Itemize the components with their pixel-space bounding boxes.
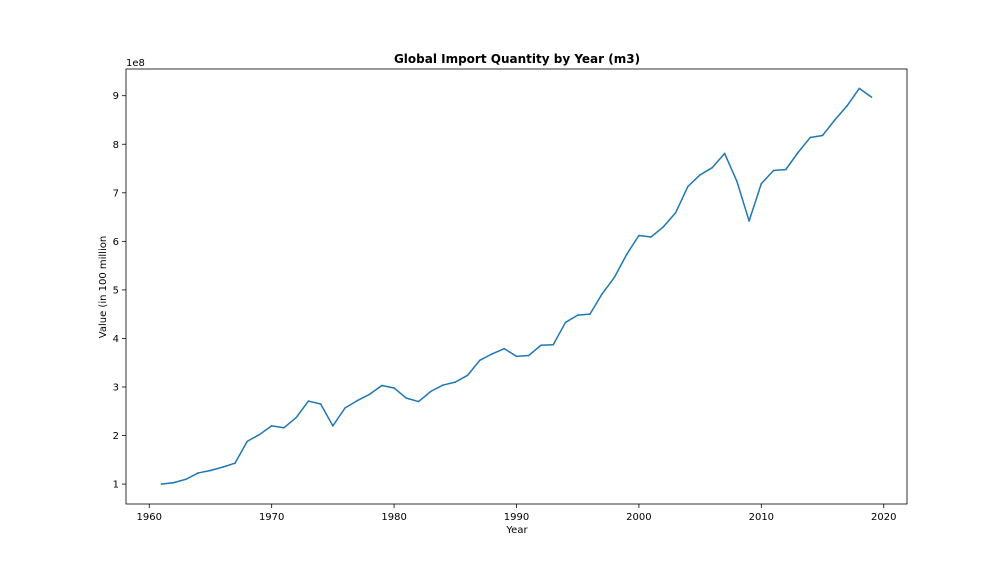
data-point xyxy=(736,180,738,182)
data-point xyxy=(332,425,334,427)
data-point xyxy=(564,321,567,324)
data-point xyxy=(356,399,359,402)
data-point xyxy=(221,466,224,468)
data-point xyxy=(552,343,555,346)
x-tick-label: 1990 xyxy=(504,512,529,523)
y-tick-label: 3 xyxy=(113,382,119,393)
data-point xyxy=(821,134,824,137)
y-offset-label: 1e8 xyxy=(126,58,145,69)
data-point xyxy=(858,87,861,90)
data-point xyxy=(430,390,432,393)
x-axis-label: Year xyxy=(505,525,528,536)
x-tick-label: 2020 xyxy=(871,512,896,523)
data-point xyxy=(258,433,261,436)
data-point xyxy=(674,211,677,214)
data-point xyxy=(246,440,248,443)
data-point xyxy=(687,185,689,188)
data-point xyxy=(797,151,799,154)
data-point xyxy=(613,276,616,279)
data-point xyxy=(197,472,200,474)
x-axis-ticks: 1960 1970 1980 1990 2000 2010 2020 xyxy=(137,504,896,523)
y-tick-label: 5 xyxy=(113,285,119,296)
data-point xyxy=(344,407,346,409)
data-point xyxy=(760,182,763,185)
data-point xyxy=(160,483,163,485)
data-point xyxy=(576,314,579,316)
data-point xyxy=(454,381,457,383)
data-point xyxy=(870,96,873,98)
data-point xyxy=(601,292,603,295)
data-point xyxy=(234,462,236,465)
y-tick-label: 7 xyxy=(113,188,119,199)
plot-area-frame xyxy=(125,68,908,505)
data-point xyxy=(283,426,285,429)
y-tick-label: 1 xyxy=(113,480,119,491)
data-point xyxy=(466,374,469,377)
data-point xyxy=(785,168,787,171)
data-point xyxy=(589,313,591,315)
x-tick-label: 1970 xyxy=(259,512,284,523)
y-axis-label: Value (in 100 million xyxy=(98,236,109,338)
y-tick-label: 6 xyxy=(113,237,119,248)
x-tick-label: 2010 xyxy=(749,512,774,523)
data-point xyxy=(772,169,775,172)
data-point xyxy=(307,400,310,402)
data-point xyxy=(723,152,726,155)
chart-title: Global Import Quantity by Year (m3) xyxy=(394,52,640,66)
data-point xyxy=(662,225,665,228)
data-point xyxy=(442,384,444,386)
data-point xyxy=(833,119,836,121)
data-point xyxy=(172,481,175,484)
x-tick-label: 1960 xyxy=(137,512,162,523)
data-point xyxy=(809,136,812,139)
data-points xyxy=(160,87,873,485)
data-point xyxy=(711,166,714,169)
y-axis-ticks: 1 2 3 4 5 6 7 8 9 xyxy=(113,91,126,491)
data-point xyxy=(625,253,628,256)
y-tick-label: 4 xyxy=(113,334,119,345)
data-point xyxy=(417,400,420,403)
data-point xyxy=(540,344,542,347)
data-point xyxy=(270,425,273,427)
data-point xyxy=(405,397,408,399)
data-point xyxy=(295,416,297,419)
data-point xyxy=(319,403,322,405)
y-tick-label: 8 xyxy=(113,140,119,151)
series-line xyxy=(161,87,872,485)
y-tick-label: 2 xyxy=(113,431,119,442)
data-point xyxy=(381,384,383,387)
x-tick-label: 1980 xyxy=(381,512,406,523)
data-point xyxy=(650,236,652,238)
data-point xyxy=(491,353,493,355)
data-point xyxy=(515,355,518,358)
data-point xyxy=(478,359,481,362)
data-point xyxy=(368,393,371,396)
data-point xyxy=(527,354,530,357)
data-point xyxy=(638,234,640,237)
x-tick-label: 2000 xyxy=(626,512,651,523)
data-point xyxy=(699,174,701,176)
data-point xyxy=(846,105,848,107)
data-point xyxy=(209,469,212,472)
y-tick-label: 9 xyxy=(113,91,119,102)
data-point xyxy=(393,387,395,389)
data-point xyxy=(748,220,750,222)
data-point xyxy=(185,478,187,481)
data-point xyxy=(503,347,506,350)
